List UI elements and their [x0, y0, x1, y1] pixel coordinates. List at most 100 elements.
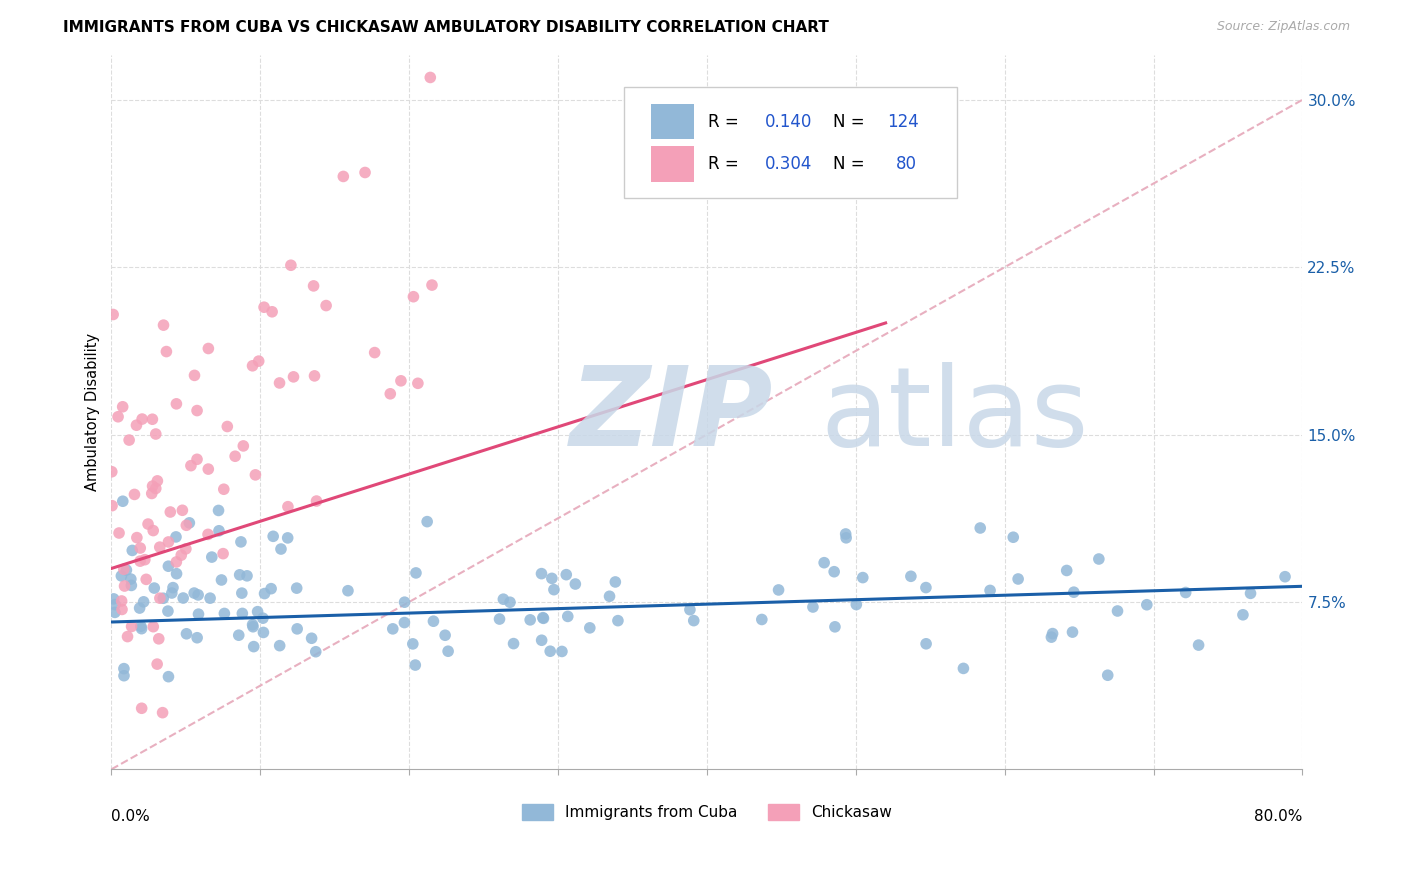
Text: IMMIGRANTS FROM CUBA VS CHICKASAW AMBULATORY DISABILITY CORRELATION CHART: IMMIGRANTS FROM CUBA VS CHICKASAW AMBULA…	[63, 20, 830, 35]
Point	[143, 581, 166, 595]
Point	[131, 622, 153, 636]
Point	[211, 573, 233, 587]
Point	[142, 620, 165, 634]
Text: 0.0%: 0.0%	[111, 808, 150, 823]
Point	[198, 591, 221, 606]
Point	[852, 571, 875, 585]
Point	[101, 499, 124, 513]
Text: atlas: atlas	[820, 362, 1088, 469]
Point	[416, 515, 439, 529]
Point	[502, 637, 524, 651]
Point	[180, 458, 202, 473]
Point	[1097, 668, 1119, 682]
Point	[121, 543, 143, 558]
Point	[242, 640, 264, 654]
Point	[252, 625, 274, 640]
Point	[404, 658, 426, 673]
Y-axis label: Ambulatory Disability: Ambulatory Disability	[86, 333, 100, 491]
Point	[1174, 585, 1197, 599]
Text: R =: R =	[709, 154, 744, 173]
Point	[835, 531, 858, 545]
Point	[1056, 564, 1078, 578]
Point	[1187, 638, 1209, 652]
Point	[834, 527, 856, 541]
Point	[285, 581, 308, 595]
Point	[530, 566, 553, 581]
Point	[1040, 630, 1063, 644]
Point	[145, 482, 167, 496]
Point	[157, 670, 180, 684]
Point	[538, 644, 561, 658]
Point	[120, 572, 142, 586]
Text: N =: N =	[834, 154, 870, 173]
Point	[149, 540, 172, 554]
Point	[131, 701, 153, 715]
Point	[142, 479, 165, 493]
Point	[165, 530, 187, 544]
Point	[280, 258, 302, 272]
Point	[146, 657, 169, 672]
Point	[419, 70, 441, 85]
Point	[183, 368, 205, 383]
Point	[141, 412, 163, 426]
Point	[1002, 530, 1025, 544]
Text: N =: N =	[834, 112, 870, 130]
Point	[405, 566, 427, 580]
Point	[1136, 598, 1159, 612]
Point	[134, 552, 156, 566]
Point	[1062, 625, 1084, 640]
Point	[114, 579, 136, 593]
Point	[1239, 586, 1261, 600]
Point	[112, 562, 135, 576]
Point	[129, 619, 152, 633]
Point	[229, 534, 252, 549]
Point	[121, 619, 143, 633]
Point	[557, 609, 579, 624]
Point	[531, 610, 554, 624]
Point	[277, 500, 299, 514]
Point	[197, 527, 219, 541]
Point	[136, 517, 159, 532]
Point	[332, 169, 354, 184]
Point	[578, 621, 600, 635]
Point	[115, 563, 138, 577]
Point	[270, 542, 292, 557]
Point	[141, 486, 163, 500]
Point	[402, 290, 425, 304]
Point	[159, 505, 181, 519]
Point	[394, 595, 416, 609]
Point	[187, 588, 209, 602]
Point	[236, 569, 259, 583]
Point	[183, 586, 205, 600]
Point	[679, 602, 702, 616]
Text: 0.304: 0.304	[765, 154, 813, 173]
Point	[117, 630, 139, 644]
Point	[277, 531, 299, 545]
Point	[197, 342, 219, 356]
Point	[768, 582, 790, 597]
Point	[128, 601, 150, 615]
Point	[166, 566, 188, 581]
Point	[262, 305, 284, 319]
Point	[186, 631, 208, 645]
Point	[845, 598, 868, 612]
Point	[110, 594, 132, 608]
Point	[135, 572, 157, 586]
Point	[247, 354, 270, 368]
Point	[152, 591, 174, 606]
Point	[101, 308, 124, 322]
Point	[212, 482, 235, 496]
Text: 80: 80	[897, 154, 917, 173]
Point	[104, 606, 127, 620]
Point	[100, 465, 122, 479]
Point	[262, 529, 284, 543]
Point	[131, 412, 153, 426]
Point	[260, 582, 283, 596]
Point	[1042, 626, 1064, 640]
Point	[174, 541, 197, 556]
Point	[110, 569, 132, 583]
Point	[146, 474, 169, 488]
Point	[1007, 572, 1029, 586]
Point	[751, 612, 773, 626]
Point	[129, 554, 152, 568]
